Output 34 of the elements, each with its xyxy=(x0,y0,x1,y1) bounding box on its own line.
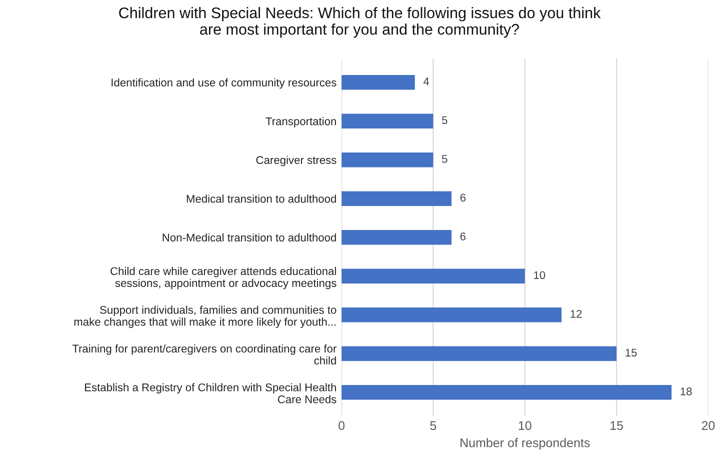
data-label: 18 xyxy=(680,387,692,396)
data-label: 4 xyxy=(423,78,430,86)
y-tick-label: Child care while caregiver attends educational sessions, appointment or advocacy meetings xyxy=(110,266,336,290)
x-axis-title: Number of respondents xyxy=(460,438,590,450)
data-label: 5 xyxy=(442,116,448,124)
x-tick-label: 15 xyxy=(610,421,623,430)
bar xyxy=(342,191,452,206)
y-tick-label: Non-Medical transition to adulthood xyxy=(162,233,336,242)
y-tick-label: Establish a Registry of Children with Special Health Care Needs xyxy=(85,383,336,404)
bar xyxy=(342,114,434,128)
bar xyxy=(342,346,617,361)
data-label: 10 xyxy=(534,271,546,280)
x-tick-label: 20 xyxy=(702,421,715,430)
x-tick-label: 5 xyxy=(430,421,436,430)
data-label: 5 xyxy=(442,155,448,163)
y-tick-label: Training for parent/caregivers on coordinating care for child xyxy=(72,344,336,365)
y-tick-label: Support individuals, families and communities to make changes that will make it more likely for youth... xyxy=(74,306,336,328)
bar xyxy=(342,384,672,400)
bar xyxy=(342,74,415,90)
y-tick-label: Transportation xyxy=(266,117,336,128)
bar xyxy=(342,152,434,168)
y-tick-label: Identification and use of community resources xyxy=(112,78,336,89)
data-label: 6 xyxy=(460,232,466,240)
x-tick-label: 0 xyxy=(338,421,345,430)
data-label: 12 xyxy=(570,310,582,318)
data-label: 15 xyxy=(626,348,637,357)
y-tick-label: Medical transition to adulthood xyxy=(186,194,336,203)
x-tick-label: 10 xyxy=(518,421,532,430)
y-tick-label: Caregiver stress xyxy=(256,156,336,166)
chart-title: Children with Special Needs: Which of the following issues do you think are most important for you and the community? xyxy=(119,7,601,38)
bar xyxy=(342,268,525,284)
bar xyxy=(342,230,452,245)
bar xyxy=(342,307,562,322)
data-label: 6 xyxy=(460,194,466,202)
